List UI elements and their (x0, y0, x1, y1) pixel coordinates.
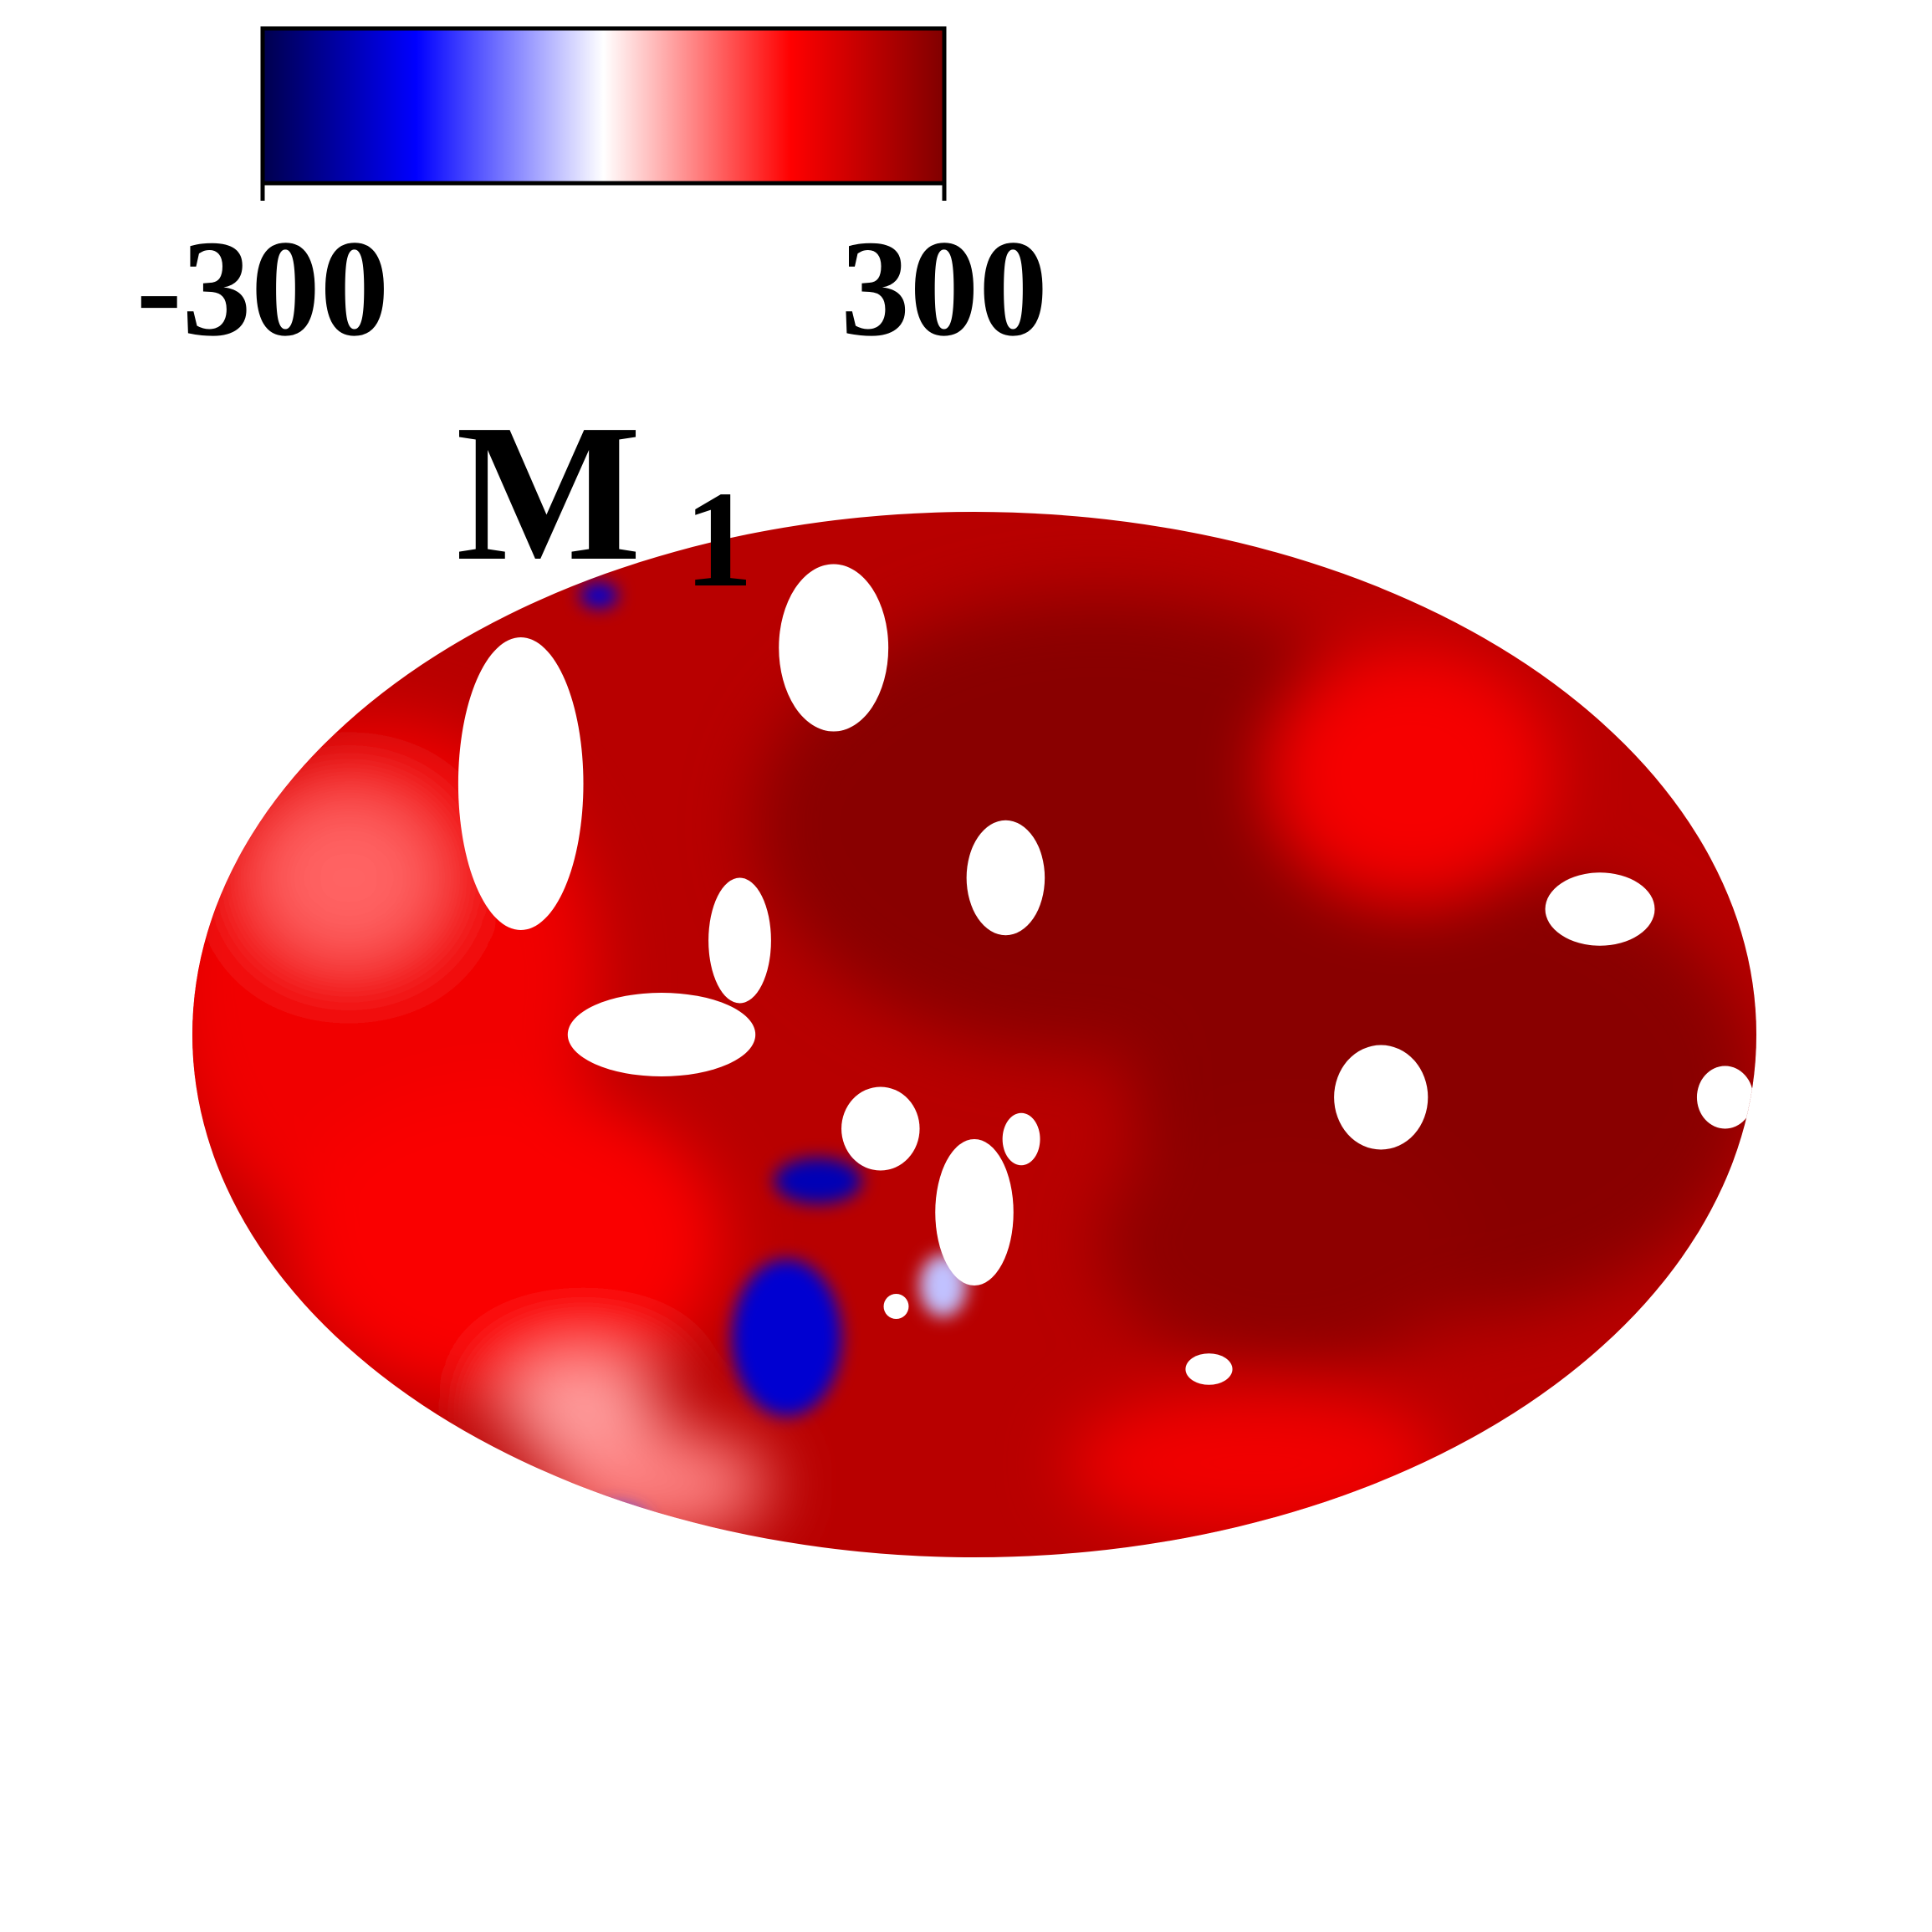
heatmap-cold-region-14 (580, 1505, 650, 1547)
heatmap-masked-region-8 (1334, 1045, 1429, 1150)
heatmap-masked-region-0 (457, 637, 584, 930)
colorbar: -300 300 (136, 26, 1048, 365)
heatmap-light-region-7 (254, 794, 443, 962)
heatmap-masked-region-3 (567, 993, 756, 1076)
panel-label: M 1 (456, 384, 754, 616)
heatmap-masked-region-4 (708, 877, 771, 1004)
heatmap-masked-region-10 (1696, 1066, 1754, 1129)
panel-subscript: 1 (684, 463, 754, 616)
heatmap (192, 512, 1756, 1557)
heatmap-masked-region-11 (1185, 1353, 1233, 1385)
heatmap-cold-region-10 (732, 1259, 842, 1417)
heatmap-field (192, 595, 1756, 1536)
heatmap-masked-region-5 (841, 1086, 920, 1171)
heatmap-cold-region-11 (774, 1158, 862, 1204)
heatmap-cold-region-13 (580, 583, 618, 608)
heatmap-masked-region-7 (1002, 1112, 1040, 1166)
panel-letter: M (456, 384, 641, 601)
heatmap-masked-region-6 (935, 1139, 1014, 1285)
heatmap-masked-region-2 (966, 820, 1045, 936)
colorbar-min-label: -300 (136, 212, 389, 365)
heatmap-hot-region-2 (1099, 1118, 1475, 1369)
heatmap-mid-region-5 (1271, 647, 1553, 899)
heatmap-mid-region-4 (286, 1086, 724, 1401)
colorbar-gradient-bar (260, 26, 947, 186)
heatmap-masked-regions (457, 564, 1754, 1385)
colorbar-max-label: 300 (841, 212, 1048, 365)
heatmap-masked-region-1 (779, 564, 889, 732)
heatmap-masked-region-9 (1545, 872, 1655, 946)
heatmap-mid-region-6 (1068, 1390, 1444, 1536)
heatmap-masked-region-12 (883, 1294, 909, 1319)
heatmap-light-region-9 (552, 1432, 771, 1536)
